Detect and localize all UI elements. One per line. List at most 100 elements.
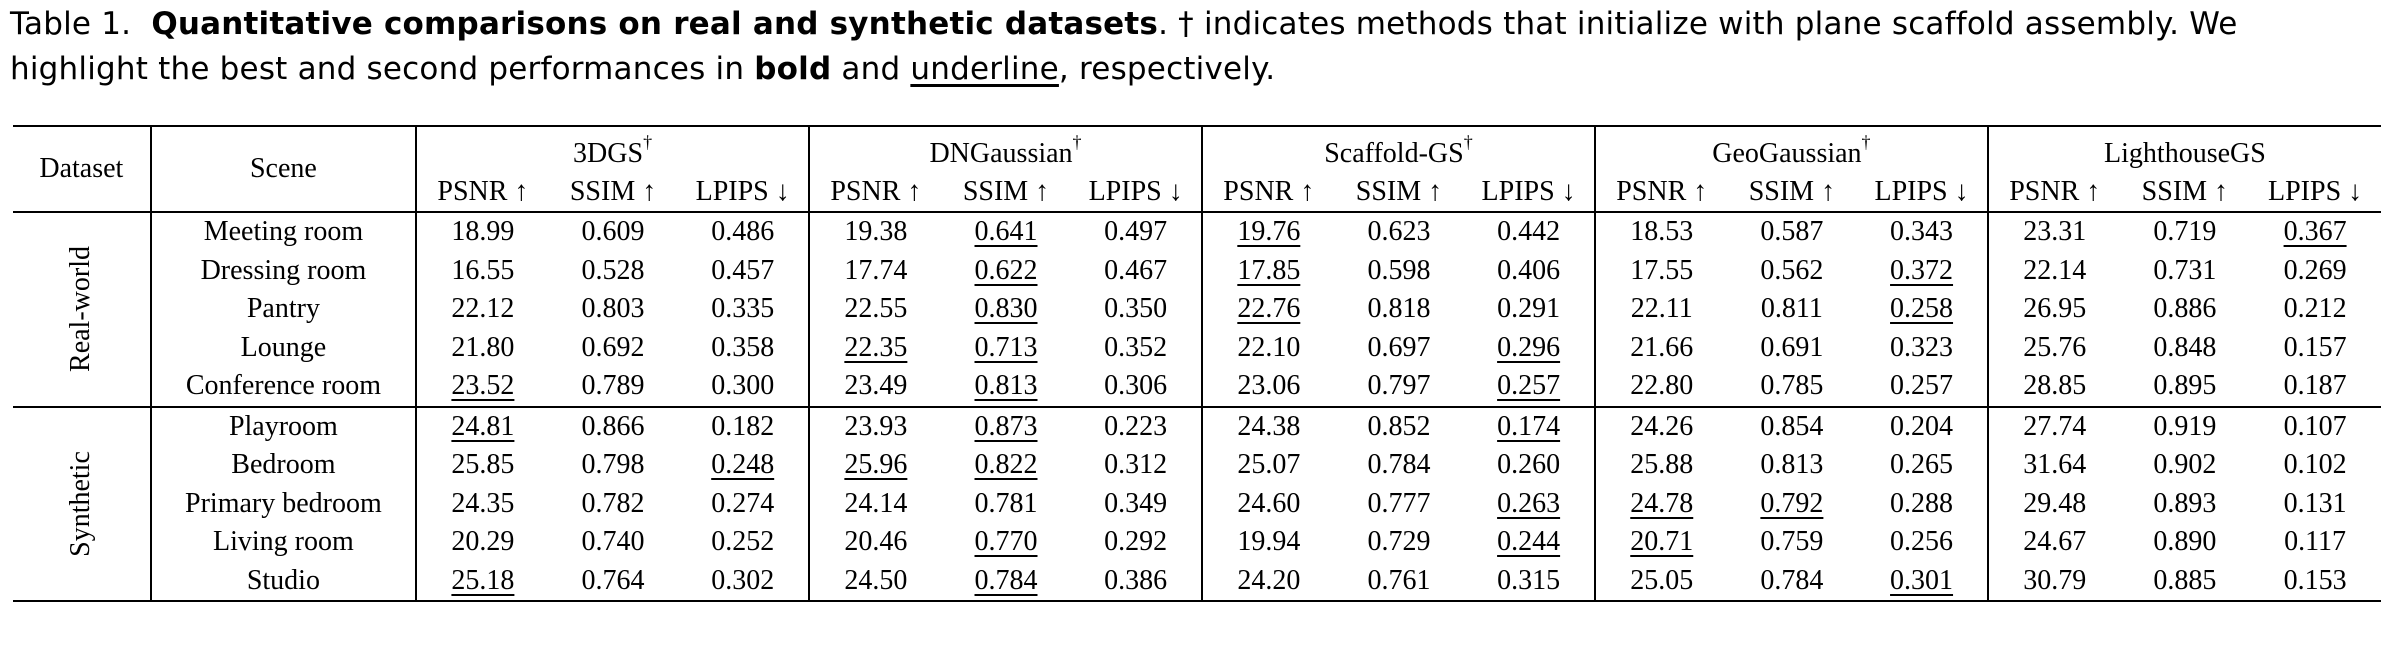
- value-cell: 24.60: [1202, 485, 1335, 524]
- value-text: 26.95: [2023, 293, 2087, 325]
- value-text: 20.71: [1630, 526, 1694, 558]
- value-cell: 25.05: [1595, 562, 1728, 602]
- metric-header: PSNR ↑: [437, 176, 529, 207]
- value-cell: 19.94: [1202, 523, 1335, 562]
- scene-cell: Primary bedroom: [150, 484, 418, 523]
- value-cell: 0.442: [1463, 212, 1596, 252]
- caption-and-word: and: [831, 51, 911, 87]
- metric-header: SSIM ↑: [2141, 176, 2229, 207]
- value-text: 0.562: [1760, 254, 1824, 286]
- value-cell: 0.386: [1070, 561, 1203, 601]
- value-cell: 0.258: [1856, 290, 1989, 329]
- value-text: 24.38: [1237, 410, 1301, 442]
- value-text: 0.292: [1104, 526, 1168, 558]
- value-text: 0.204: [1890, 410, 1954, 442]
- value-text: 0.386: [1104, 564, 1168, 596]
- value-cell: 25.85: [416, 446, 549, 485]
- value-cell: 0.102: [2249, 446, 2381, 485]
- value-cell: 0.848: [2121, 329, 2250, 368]
- value-text: 0.919: [2153, 410, 2217, 442]
- value-text: 0.622: [974, 254, 1038, 286]
- metric-header: PSNR ↑: [2009, 176, 2101, 207]
- value-cell: 0.131: [2249, 485, 2381, 524]
- value-text: 28.85: [2023, 370, 2087, 402]
- value-text: 0.442: [1497, 216, 1561, 248]
- value-cell: 0.587: [1728, 212, 1857, 252]
- value-text: 0.157: [2283, 331, 2347, 363]
- value-cell: 26.95: [1988, 290, 2121, 329]
- value-cell: 25.07: [1202, 446, 1335, 485]
- value-cell: 31.64: [1988, 446, 2121, 485]
- metric-header: SSIM ↑: [1748, 176, 1836, 207]
- table-header: Dataset Scene 3DGS† DNGaussian† Scaffold-G…: [13, 126, 2381, 212]
- value-cell: 0.770: [942, 523, 1071, 562]
- value-cell: 0.886: [2121, 290, 2250, 329]
- value-text: 0.350: [1104, 293, 1168, 325]
- value-text: 0.761: [1367, 564, 1431, 596]
- value-cell: 0.263: [1463, 484, 1596, 523]
- value-cell: 0.713: [942, 329, 1071, 368]
- table-row: Living room 20.29 0.740 0.252 20.46 0.770 0.29…: [13, 523, 2381, 562]
- value-text: 0.885: [2153, 564, 2217, 596]
- value-text: 17.85: [1237, 254, 1301, 286]
- scene-cell: Pantry: [150, 290, 418, 329]
- value-text: 0.174: [1497, 410, 1561, 442]
- value-cell: 24.38: [1202, 407, 1335, 447]
- value-cell: 25.76: [1988, 329, 2121, 368]
- metric-header: SSIM ↑: [962, 176, 1050, 207]
- value-cell: 0.274: [677, 484, 811, 523]
- caption-underline-word: underline: [910, 51, 1059, 87]
- value-text: 22.35: [844, 331, 908, 363]
- value-text: 0.902: [2153, 449, 2217, 481]
- value-text: 0.784: [1760, 564, 1824, 596]
- value-cell: 0.260: [1463, 446, 1596, 485]
- value-text: 0.893: [2153, 487, 2217, 519]
- value-cell: 0.265: [1856, 446, 1989, 485]
- value-cell: 0.641: [942, 212, 1071, 252]
- table-row: Synthetic Playroom 24.81 0.866 0.182 23.93 0.8…: [13, 406, 2381, 601]
- synthetic-group: Synthetic Playroom 24.81 0.866 0.182 23.93 0.8…: [13, 406, 2381, 602]
- value-text: 19.76: [1237, 216, 1301, 248]
- value-text: 16.55: [451, 254, 515, 286]
- value-text: 24.81: [451, 410, 515, 442]
- value-cell: 0.813: [1728, 446, 1857, 485]
- value-text: 0.789: [581, 370, 645, 402]
- value-cell: 0.117: [2249, 523, 2381, 562]
- value-cell: 0.691: [1728, 329, 1857, 368]
- value-text: 0.782: [581, 487, 645, 519]
- value-text: 0.269: [2283, 254, 2347, 286]
- value-cell: 0.406: [1463, 251, 1596, 290]
- value-cell: 0.223: [1070, 406, 1203, 446]
- value-cell: 0.335: [677, 290, 811, 329]
- value-cell: 21.66: [1595, 329, 1728, 368]
- value-text: 24.20: [1237, 564, 1301, 596]
- value-text: 0.713: [974, 331, 1038, 363]
- value-cell: 0.919: [2121, 407, 2250, 447]
- dagger-mark: †: [1463, 132, 1473, 152]
- caption-text-1: . † indicates methods that initialize wi…: [10, 6, 2238, 87]
- value-cell: 20.29: [416, 523, 549, 562]
- value-text: 0.528: [581, 254, 645, 286]
- value-text: 0.822: [974, 449, 1038, 481]
- real-world-group: Real-world Meeting room 18.99 0.609 0.486 19.…: [13, 212, 2381, 407]
- value-cell: 23.52: [416, 367, 549, 407]
- table-caption: Table 1. Quantitative comparisons on rea…: [10, 2, 2380, 92]
- value-cell: 0.343: [1856, 212, 1989, 252]
- value-cell: 20.46: [809, 523, 942, 562]
- value-cell: 28.85: [1988, 367, 2121, 407]
- table-row: Primary bedroom 24.35 0.782 0.274 24.14 0.781…: [13, 484, 2381, 524]
- value-text: 0.291: [1497, 293, 1561, 325]
- dataset-name: Synthetic: [65, 450, 97, 557]
- value-text: 0.223: [1104, 410, 1168, 442]
- method-name: LighthouseGS: [2104, 138, 2266, 169]
- value-text: 0.818: [1367, 293, 1431, 325]
- value-text: 0.323: [1890, 331, 1954, 363]
- value-text: 0.886: [2153, 293, 2217, 325]
- scene-cell: Playroom: [150, 406, 418, 446]
- value-cell: 0.212: [2249, 290, 2381, 329]
- value-text: 0.265: [1890, 449, 1954, 481]
- value-cell: 0.497: [1070, 212, 1203, 252]
- value-text: 22.10: [1237, 331, 1301, 363]
- caption-bold-word: bold: [754, 51, 832, 87]
- value-text: 23.93: [844, 410, 908, 442]
